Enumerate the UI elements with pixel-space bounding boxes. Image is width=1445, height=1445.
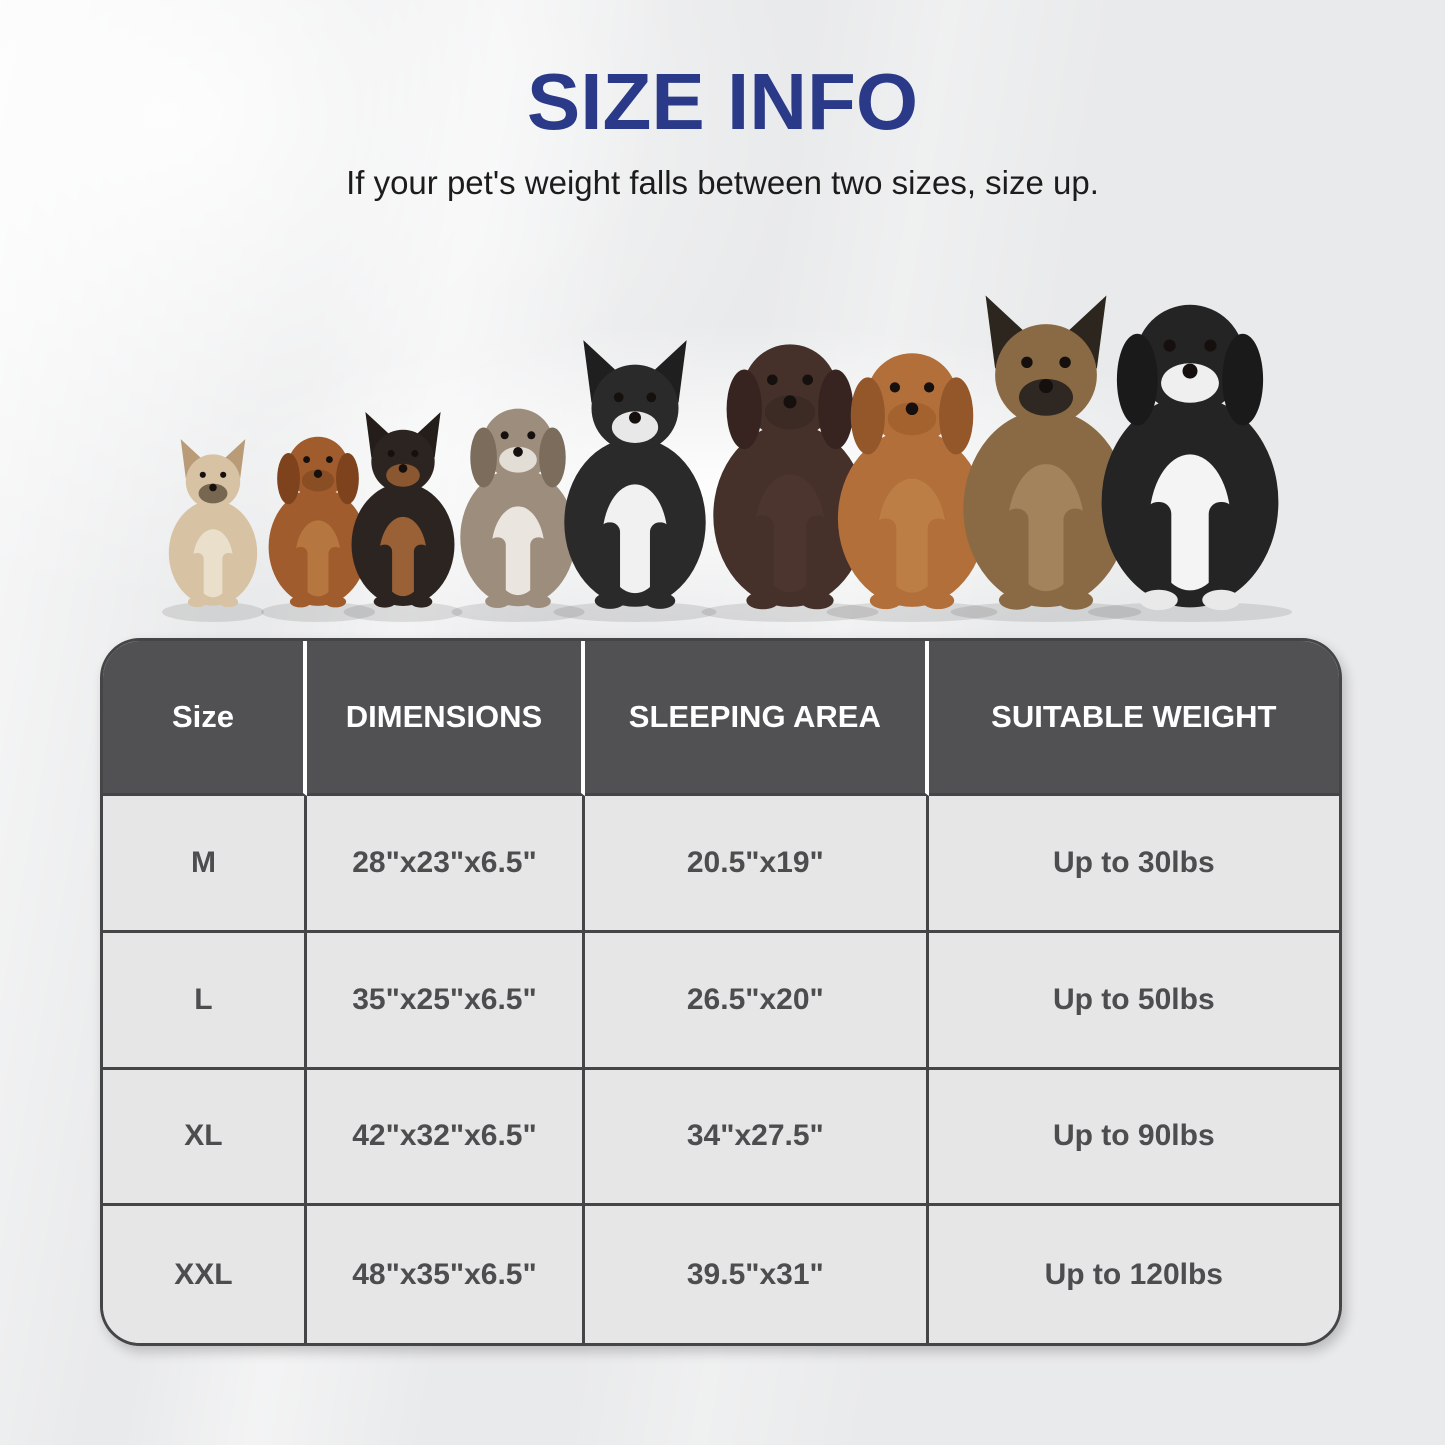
cell-m-sleeping-area: 20.5"x19" [585,796,929,933]
dog-lineup-photo [0,0,1445,660]
dog-german-shepherd [950,295,1142,622]
dog-bulldog [451,408,585,622]
page-subtitle: If your pet's weight falls between two s… [346,164,1099,201]
dog-cavalier-spaniel [261,436,375,622]
size-table: Size DIMENSIONS SLEEPING AREA SUITABLE W… [100,638,1342,1346]
header-sleeping-area: SLEEPING AREA [585,641,929,796]
page-title: SIZE INFO [526,57,919,146]
cell-xxl-size: XXL [103,1206,307,1343]
cell-xl-sleeping-area: 34"x27.5" [585,1069,929,1207]
cell-xl-suitable-weight: Up to 90lbs [928,1069,1339,1207]
cell-l-dimensions: 35"x25"x6.5" [306,932,586,1070]
dog-miniature-pinscher [343,411,463,622]
cell-l-size: L [103,932,307,1070]
dog-french-bulldog [162,439,264,622]
cell-xl-size: XL [103,1069,307,1207]
cell-xxl-dimensions: 48"x35"x6.5" [306,1206,586,1343]
dog-border-collie [553,340,717,622]
header-size: Size [103,641,307,796]
cell-xxl-sleeping-area: 39.5"x31" [585,1206,929,1343]
dog-labrador [701,344,879,622]
cell-m-size: M [103,796,307,933]
cell-l-suitable-weight: Up to 50lbs [928,932,1339,1070]
cell-xl-dimensions: 42"x32"x6.5" [306,1069,586,1207]
cell-m-dimensions: 28"x23"x6.5" [306,796,586,933]
cell-xxl-suitable-weight: Up to 120lbs [928,1206,1339,1343]
cell-l-sleeping-area: 26.5"x20" [585,932,929,1070]
header-suitable-weight: SUITABLE WEIGHT [928,641,1339,796]
cell-m-suitable-weight: Up to 30lbs [928,796,1339,933]
dog-bernese-mountain-dog [1088,304,1292,622]
dog-lineup-illustration [162,295,1292,622]
header-dimensions: DIMENSIONS [306,641,586,796]
dog-vizsla [826,353,998,622]
